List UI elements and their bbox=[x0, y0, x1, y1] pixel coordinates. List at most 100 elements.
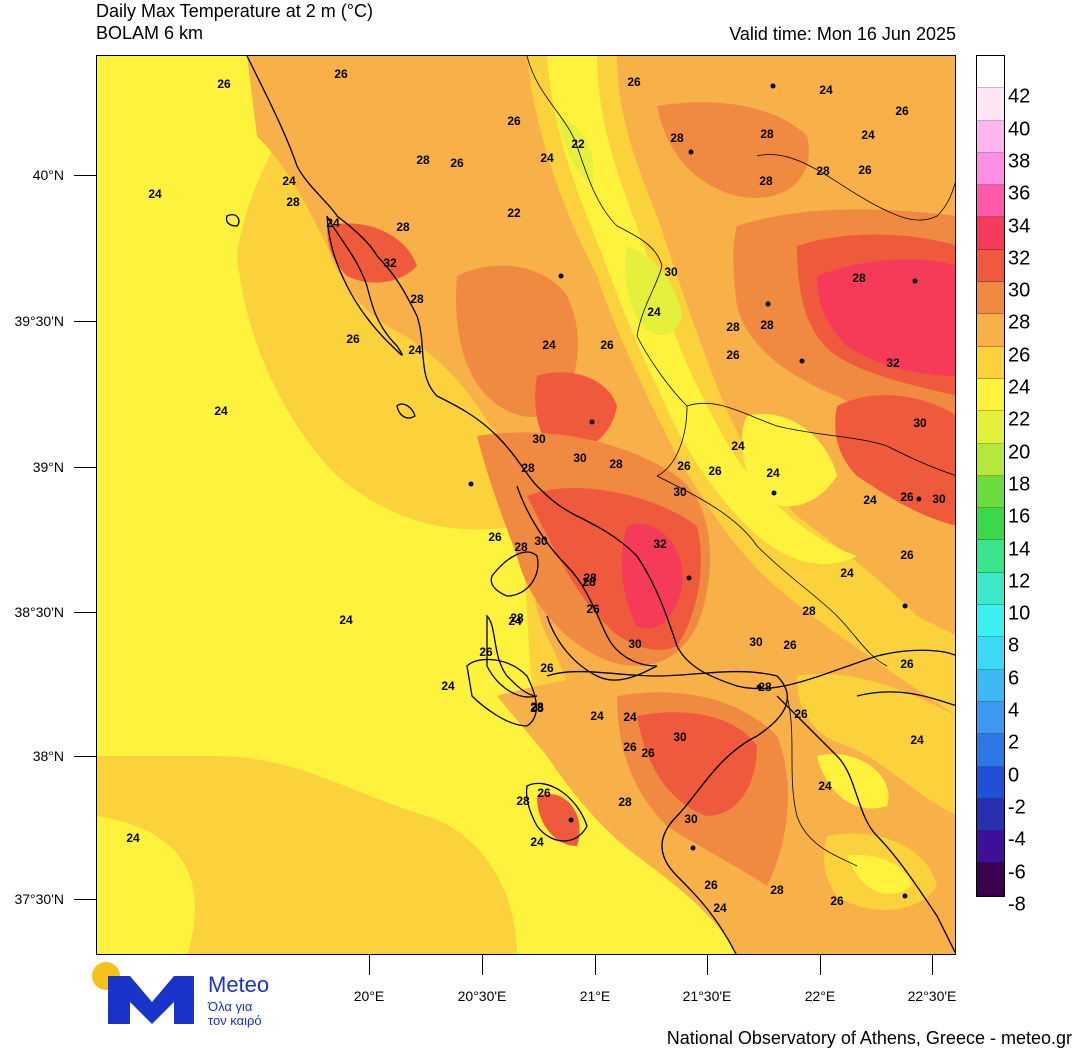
lat-label: 40°N bbox=[32, 167, 64, 183]
colorbar-label: 24 bbox=[1008, 376, 1031, 399]
colorbar-label: 4 bbox=[1008, 699, 1020, 722]
colorbar-box bbox=[977, 798, 1004, 832]
contour-label: 28 bbox=[530, 700, 544, 714]
valid-time: Valid time: Mon 16 Jun 2025 bbox=[729, 24, 956, 44]
contour-label: 26 bbox=[641, 746, 655, 760]
colorbar-label: 18 bbox=[1008, 473, 1031, 496]
city-marker bbox=[799, 358, 805, 364]
contour-label: 26 bbox=[600, 338, 614, 352]
lat-tick bbox=[74, 612, 96, 613]
contour-label: 30 bbox=[673, 730, 687, 744]
colorbar-label: -4 bbox=[1008, 828, 1026, 851]
colorbar-box bbox=[977, 120, 1004, 153]
colorbar-box bbox=[977, 282, 1004, 315]
contour-label: 30 bbox=[913, 416, 927, 430]
colorbar-box bbox=[977, 411, 1004, 444]
logo-brand: Meteo bbox=[208, 972, 270, 997]
city-marker bbox=[686, 575, 692, 581]
contour-label: 26 bbox=[708, 464, 722, 478]
city-marker bbox=[690, 845, 696, 851]
contour-label: 30 bbox=[749, 635, 763, 649]
lat-tick bbox=[74, 899, 96, 900]
colorbar-box bbox=[977, 314, 1004, 347]
contour-label: 28 bbox=[758, 680, 772, 694]
city-marker bbox=[568, 817, 574, 823]
contour-label: 26 bbox=[586, 602, 600, 616]
lon-label: 22°30'E bbox=[907, 988, 957, 1004]
region-borders bbox=[526, 56, 955, 867]
contour-label: 26 bbox=[334, 67, 348, 81]
lon-label: 20°30'E bbox=[457, 988, 507, 1004]
contour-label: 24 bbox=[508, 614, 522, 628]
contour-label: 28 bbox=[802, 604, 816, 618]
colorbar-label: 42 bbox=[1008, 85, 1031, 108]
lon-tick bbox=[482, 955, 483, 975]
contour-label: 28 bbox=[816, 164, 830, 178]
colorbar-label: -2 bbox=[1008, 796, 1026, 819]
contour-label: 22 bbox=[507, 206, 521, 220]
contour-label: 28 bbox=[516, 794, 530, 808]
contour-label: 24 bbox=[214, 404, 228, 418]
contour-label: 26 bbox=[488, 530, 502, 544]
lat-tick bbox=[74, 467, 96, 468]
epirus-32 bbox=[535, 372, 617, 452]
title-line-2: BOLAM 6 km bbox=[96, 23, 204, 43]
city-marker bbox=[771, 490, 777, 496]
colorbar-box bbox=[977, 443, 1004, 476]
contour-label: 24 bbox=[408, 343, 422, 357]
north-warm-30 bbox=[657, 102, 809, 198]
city-marker bbox=[688, 149, 694, 155]
colorbar-box bbox=[977, 669, 1004, 702]
city-marker bbox=[765, 301, 771, 307]
contour-label: 30 bbox=[664, 265, 678, 279]
lat-tick bbox=[74, 756, 96, 757]
contour-label: 26 bbox=[537, 786, 551, 800]
zakynthos-32 bbox=[537, 794, 580, 846]
contour-label: 24 bbox=[910, 733, 924, 747]
contour-label: 26 bbox=[540, 661, 554, 675]
contour-label: 28 bbox=[521, 461, 535, 475]
logo-tagline-2: τον καιρό bbox=[208, 1013, 262, 1028]
pindus-22-north bbox=[557, 116, 594, 186]
lat-tick bbox=[74, 175, 96, 176]
contour-label: 26 bbox=[794, 707, 808, 721]
contour-label: 28 bbox=[510, 611, 524, 625]
logo-tagline: Όλα για τον καιρό bbox=[208, 1000, 262, 1028]
contour-label: 24 bbox=[819, 83, 833, 97]
colorbar-box bbox=[977, 572, 1004, 606]
colorbar-label: 38 bbox=[1008, 150, 1031, 173]
lat-label: 39°30'N bbox=[14, 313, 64, 329]
logo-tagline-1: Όλα για bbox=[208, 999, 253, 1014]
contour-label: 24 bbox=[840, 566, 854, 580]
contour-label: 24 bbox=[542, 338, 556, 352]
colorbar-box bbox=[977, 378, 1004, 412]
colorbar-box bbox=[977, 56, 1004, 89]
coastlines bbox=[225, 56, 955, 954]
contour-label: 30 bbox=[628, 637, 642, 651]
lon-tick bbox=[820, 955, 821, 975]
contour-label: 28 bbox=[530, 701, 544, 715]
contour-label: 24 bbox=[339, 613, 353, 627]
colorbar-label: 40 bbox=[1008, 118, 1031, 141]
colorbar-label: 2 bbox=[1008, 731, 1020, 754]
contour-label: 26 bbox=[726, 348, 740, 362]
contour-label: 30 bbox=[534, 534, 548, 548]
contour-label: 28 bbox=[286, 195, 300, 209]
lamia-32 bbox=[835, 395, 955, 526]
colorbar-box bbox=[977, 766, 1004, 799]
contour-label: 26 bbox=[830, 894, 844, 908]
title-line-1: Daily Max Temperature at 2 m (°C) bbox=[96, 1, 373, 21]
lon-label: 21°E bbox=[579, 988, 611, 1004]
colorbar-label: 8 bbox=[1008, 634, 1020, 657]
contour-label: 26 bbox=[623, 740, 637, 754]
contour-label: 26 bbox=[900, 548, 914, 562]
contour-label: 28 bbox=[416, 153, 430, 167]
colorbar-label: -8 bbox=[1008, 893, 1026, 916]
contour-label: 28 bbox=[726, 320, 740, 334]
contour-label: 30 bbox=[684, 812, 698, 826]
contour-label: 28 bbox=[582, 575, 596, 589]
temperature-map: 26 26 26 24 28 24 26 26 24 22 28 28 28 26 24 24 26 28 28 24… bbox=[96, 55, 956, 955]
argolis-26 bbox=[797, 674, 955, 815]
colorbar-label: 22 bbox=[1008, 408, 1031, 431]
contour-label: 28 bbox=[609, 457, 623, 471]
